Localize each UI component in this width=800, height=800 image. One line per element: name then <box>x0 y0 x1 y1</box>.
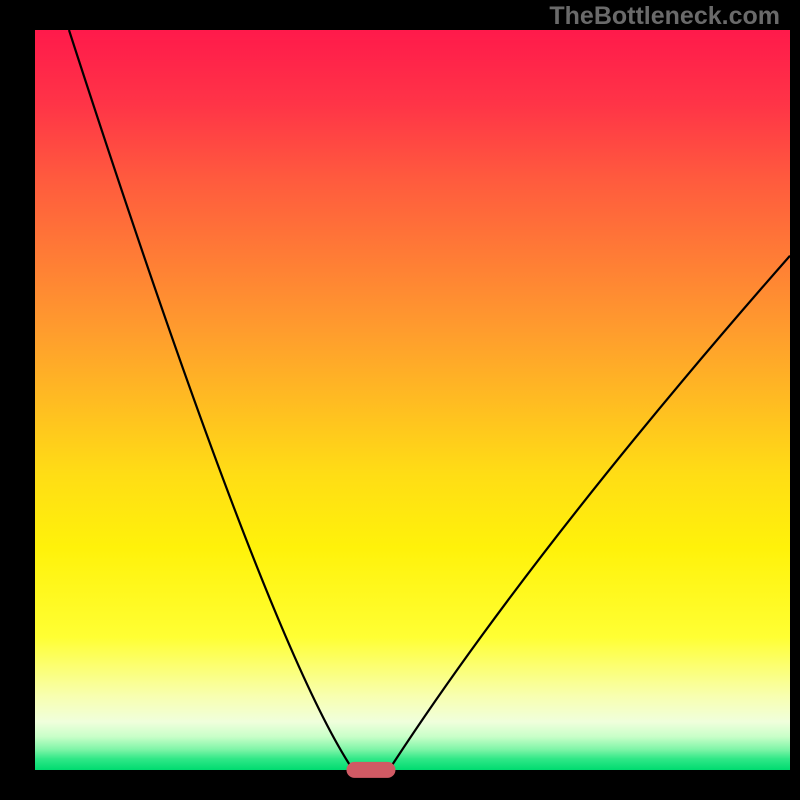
curve-right-branch <box>390 256 790 769</box>
optimum-marker <box>346 762 395 778</box>
chart-root: TheBottleneck.com <box>0 0 800 800</box>
bottleneck-curve <box>35 30 790 770</box>
watermark-text: TheBottleneck.com <box>549 2 780 31</box>
curve-left-branch <box>69 30 352 769</box>
plot-area <box>35 30 790 770</box>
